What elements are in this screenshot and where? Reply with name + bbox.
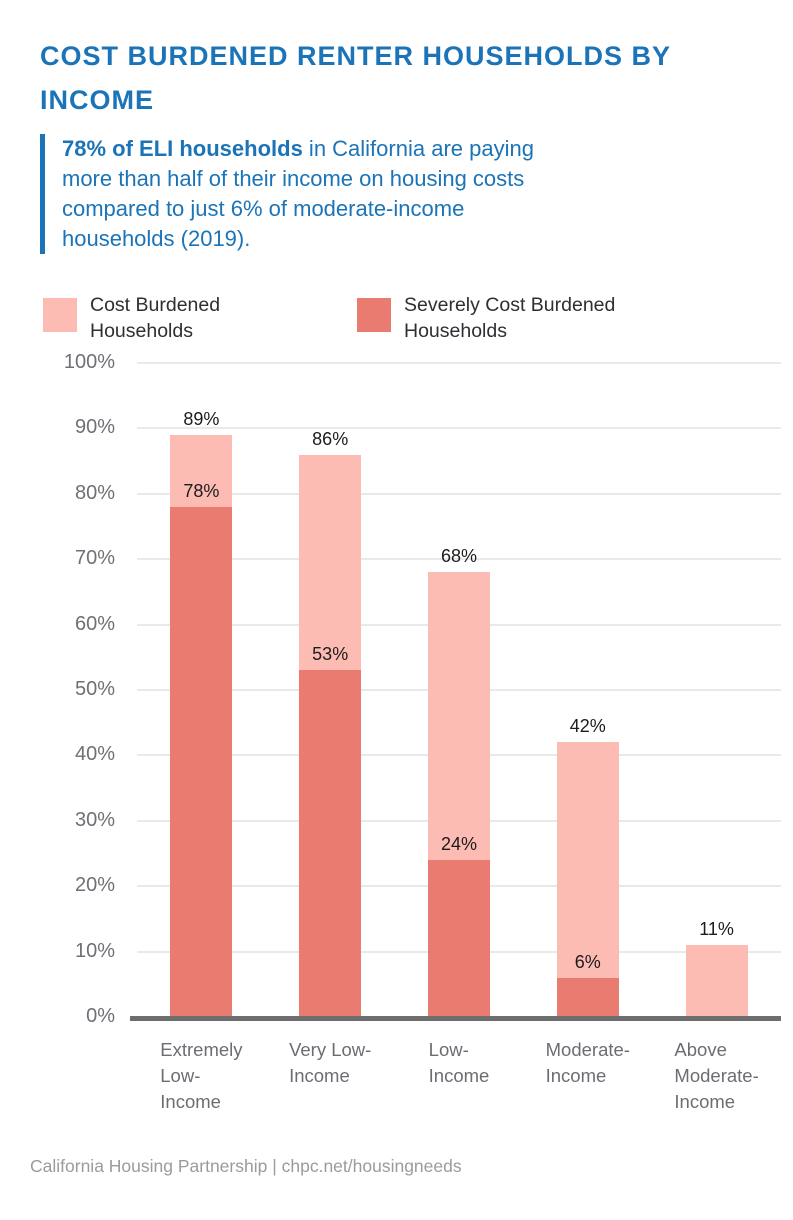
bar-segment-severely-cost-burdened xyxy=(556,977,619,1017)
bar-segment-cost-burdened xyxy=(299,454,362,671)
callout-rest-text: in California are paying more than half … xyxy=(62,136,534,251)
x-axis-category-slot: Extremely Low- Income xyxy=(137,1037,266,1115)
severe-value-label: 53% xyxy=(312,644,349,665)
gridline-90 xyxy=(137,427,781,430)
gridline-100 xyxy=(137,362,781,364)
y-axis-tick-label: 80% xyxy=(74,481,115,504)
y-axis-tick-label: 90% xyxy=(74,416,115,439)
x-axis-category-label: Very Low- Income xyxy=(289,1039,372,1086)
x-axis-category-label: Above Moderate- Income xyxy=(674,1039,759,1112)
page-title: COST BURDENED RENTER HOUSEHOLDS BY INCOM… xyxy=(40,41,671,115)
callout-bold-text: 78% of ELI households xyxy=(62,136,303,161)
x-axis-category-slot: Moderate- Income xyxy=(523,1037,652,1089)
total-value-label: 42% xyxy=(569,716,606,737)
x-axis-category-label: Low- Income xyxy=(428,1039,490,1086)
y-axis-tick-label: 40% xyxy=(74,743,115,766)
legend-label: Severely Cost Burdened Households xyxy=(404,294,616,342)
x-axis-category-slot: Low- Income xyxy=(395,1037,524,1089)
y-axis-tick-label: 30% xyxy=(74,808,115,831)
chart-legend: Cost Burdened Households Severely Cost B… xyxy=(0,292,793,348)
legend-item-severely-cost-burdened: Severely Cost Burdened Households xyxy=(357,292,615,344)
bar-segment-severely-cost-burdened xyxy=(299,670,362,1017)
x-axis-category-label: Moderate- Income xyxy=(545,1039,630,1086)
total-value-label: 11% xyxy=(699,919,734,940)
x-axis-baseline xyxy=(130,1016,781,1021)
footer-attribution: California Housing Partnership | chpc.ne… xyxy=(30,1156,462,1176)
y-axis-tick-label: 10% xyxy=(74,939,115,962)
callout-quote: 78% of ELI households in California are … xyxy=(40,134,565,254)
gridline-80 xyxy=(137,492,781,495)
x-axis-category-label: Extremely Low- Income xyxy=(160,1039,243,1112)
bar-segment-cost-burdened xyxy=(556,742,619,978)
total-value-label: 86% xyxy=(312,428,349,449)
y-axis-tick-label: 20% xyxy=(74,874,115,897)
y-axis-tick-label: 60% xyxy=(74,612,115,635)
legend-label: Cost Burdened Households xyxy=(90,294,221,342)
x-axis-category-slot: Very Low- Income xyxy=(266,1037,395,1089)
severe-value-label: 24% xyxy=(440,834,478,855)
y-axis-tick-label: 70% xyxy=(74,547,115,570)
cost-burdened-swatch-icon xyxy=(43,298,77,332)
x-axis-category-slot: Above Moderate- Income xyxy=(652,1037,781,1115)
severely-cost-burdened-swatch-icon xyxy=(357,298,391,332)
bar-segment-severely-cost-burdened xyxy=(170,506,233,1017)
legend-item-cost-burdened: Cost Burdened Households xyxy=(43,292,220,344)
severe-value-label: 6% xyxy=(574,951,601,972)
bar-segment-cost-burdened xyxy=(170,434,233,507)
y-axis-tick-label: 50% xyxy=(74,678,115,700)
y-axis-tick-label: 100% xyxy=(63,351,115,373)
total-value-label: 89% xyxy=(183,408,220,429)
gridline-70 xyxy=(137,558,781,561)
bar-segment-cost-burdened xyxy=(685,945,748,1017)
bar-segment-severely-cost-burdened xyxy=(428,860,490,1017)
y-axis-tick-label: 0% xyxy=(86,1005,115,1027)
total-value-label: 68% xyxy=(440,546,478,567)
severe-value-label: 78% xyxy=(183,480,220,501)
bar-segment-cost-burdened xyxy=(428,572,490,861)
